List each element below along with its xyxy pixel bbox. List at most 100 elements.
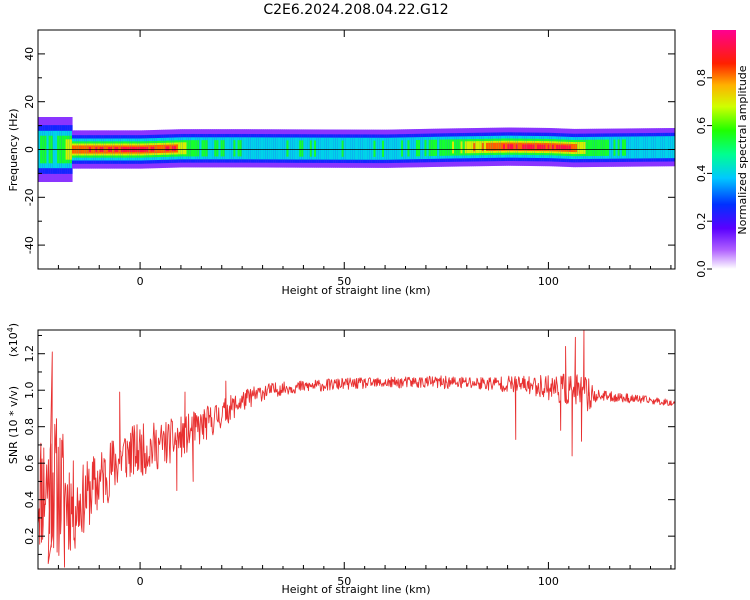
spectrogram-axis-ticks: 0 50 100 -40 -20 0 20 40 [23,29,675,288]
heatmap-cell [668,136,672,159]
heatmap-cell [197,140,200,157]
heatmap-cell [256,137,260,160]
svg-text:(x104): (x104) [6,323,20,357]
heatmap-cell [562,145,566,151]
heatmap-cell [195,140,198,157]
heatmap-cell [305,137,309,160]
colorbar: 0.0 0.2 0.4 0.6 0.8 Normalized spectral ampl… [695,30,749,278]
heatmap-cell [163,144,166,153]
heatmap-cell [471,141,474,154]
heatmap-cell [193,140,196,157]
heatmap-cell [638,136,642,159]
heatmap-cell [547,144,551,150]
heatmap-cell [449,139,453,156]
heatmap-cell [541,144,544,150]
heatmap-cell [352,137,355,160]
heatmap-cell [615,136,619,159]
heatmap-cell [492,142,496,151]
heatmap-cell [583,141,587,154]
heatmap-cell [173,146,177,151]
heatmap-cell [475,141,479,154]
heatmap-cell [394,137,398,160]
heatmap-cell [509,144,513,150]
heatmap-cell [587,139,591,157]
heatmap-cell [199,137,203,160]
spectrogram-y-tick-label: -20 [23,188,36,206]
heatmap-cell [277,137,281,160]
heatmap-cell [647,136,651,159]
heatmap-cell [464,141,468,154]
heatmap-cell [248,137,251,160]
heatmap-cell [220,140,224,157]
heatmap-cell [520,142,523,151]
colorbar-tick-label: 0.8 [695,69,708,87]
heatmap-cell [267,137,271,160]
heatmap-cell [447,139,451,156]
heatmap-cell [324,137,328,160]
heatmap-cell [628,136,632,159]
heatmap-cell [430,139,434,157]
heatmap-cell [634,136,638,159]
heatmap-cell [282,137,285,160]
heatmap-cell [381,140,385,157]
heatmap-cell [311,137,315,160]
heatmap-cell [607,139,610,156]
heatmap-cell [288,137,292,160]
heatmap-cell [286,140,290,157]
heatmap-cell [235,137,239,160]
snr-x-axis-label: Height of straight line (km) [281,583,430,596]
heatmap-cell [398,137,402,160]
heatmap-cell [573,144,576,153]
heatmap-cell [664,136,668,159]
heatmap-cell [621,139,625,156]
heatmap-cell [246,137,249,160]
colorbar-gradient [712,30,736,269]
heatmap-cell [167,146,171,152]
heatmap-cell [396,137,400,160]
heatmap-cell [411,137,415,160]
colorbar-tick-label: 0.2 [695,212,708,230]
snr-scale-exponent: 4 [6,327,15,332]
heatmap-cell [666,136,670,159]
heatmap-cell [483,141,487,153]
heatmap-cell [532,144,536,150]
snr-x-tick-label: 50 [337,575,351,588]
heatmap-cell [343,137,347,160]
heatmap-cell [655,136,659,159]
heatmap-cell [564,145,568,151]
heatmap-cell [590,139,593,157]
heatmap-cell [159,144,162,154]
snr-y-tick-label: 0.6 [23,454,36,472]
heatmap-cell [545,143,549,152]
snr-series-line [38,330,675,568]
heatmap-cell [662,136,665,159]
heatmap-cell [498,142,502,151]
heatmap-cell [549,143,553,152]
heatmap-cell [356,137,360,160]
spectrogram-x-tick-label: 0 [137,275,144,288]
heatmap-cell [415,140,419,157]
heatmap-cell [318,137,321,160]
heatmap-cell [596,139,600,156]
spectrogram-y-axis-label: Frequency (Hz) [7,109,20,192]
heatmap-cell [488,142,491,151]
heatmap-cell [598,139,602,156]
heatmap-cell [154,145,158,154]
heatmap-cell [566,145,570,151]
snr-y-tick-label: 0.8 [23,418,36,436]
heatmap-cell [409,137,413,160]
heatmap-cell [241,137,245,160]
spectrogram-x-tick-label: 100 [538,275,559,288]
heatmap-cell [660,136,663,159]
heatmap-cell [260,137,264,160]
heatmap-cell [271,137,275,160]
heatmap-cell [577,142,581,154]
heatmap-cell [367,137,370,160]
heatmap-cell [581,142,585,154]
heatmap-cell [405,137,409,160]
heatmap-cell [328,137,332,160]
snr-frame [37,329,676,570]
spectrogram-y-tick-label: 40 [23,47,36,61]
spectrogram-x-axis-label: Height of straight line (km) [281,284,430,297]
